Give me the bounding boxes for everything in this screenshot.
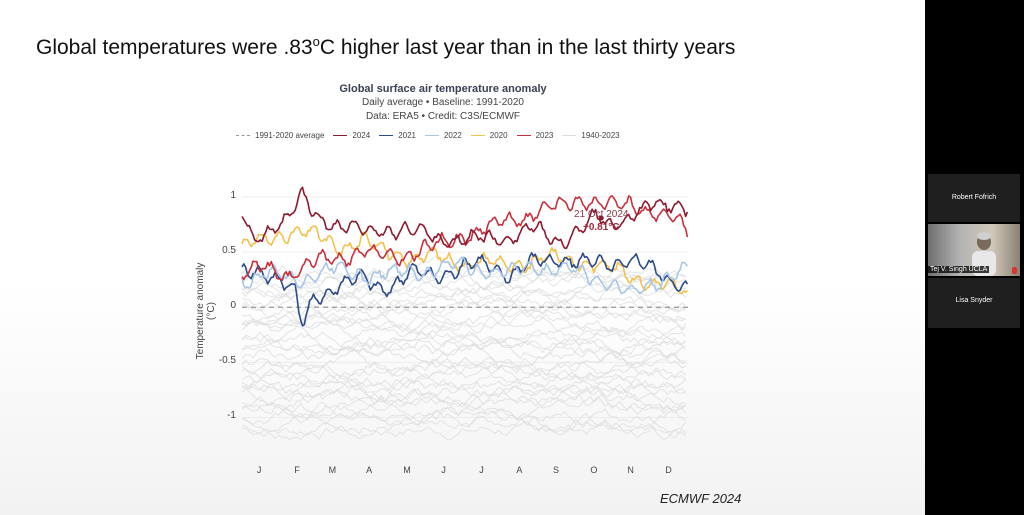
chart-plot-area [241,186,689,441]
historical-line [241,335,686,359]
historical-line [241,371,686,395]
x-tick-label: N [627,465,634,475]
legend-item-2024: 2024 [333,131,370,140]
x-tick-label: J [479,465,484,475]
y-tick-label: -1 [227,410,236,422]
historical-line [241,312,687,338]
legend-swatch-baseline [236,135,250,136]
historical-line [241,331,686,355]
participant-panel: Robert Fofrich Tej V. Singh UCLA Lisa Sn… [925,0,1024,515]
participant-name: Robert Fofrich [951,194,997,201]
chart-subtitle-baseline: Daily average • Baseline: 1991-2020 [362,97,524,108]
x-tick-label: D [665,465,672,475]
historical-line [241,406,686,441]
legend-item-baseline: 1991-2020 average [236,131,324,140]
historical-line [241,295,686,320]
historical-line [241,298,686,334]
legend-item-2021: 2021 [379,131,416,140]
x-tick-label: A [366,465,373,475]
legend-item-2022: 2022 [424,131,462,140]
historical-line [241,272,686,305]
historical-line [241,349,686,383]
series-line-2022 [241,256,689,295]
historical-line [241,390,686,420]
chart-title: Global surface air temperature anomaly [339,83,547,95]
series-line-2023 [241,195,689,282]
historical-line [241,393,687,430]
series-line-2024 [241,186,689,250]
chart-subtitle-credit: Data: ERA5 • Credit: C3S/ECMWF [365,111,521,122]
y-tick-label: -0.5 [218,355,236,367]
legend-item-2020: 2020 [470,131,508,140]
x-tick-label: F [294,465,300,475]
participant-tile-tej[interactable]: Tej V. Singh UCLA [928,224,1020,276]
x-tick-label: M [403,465,411,475]
x-tick-label: A [516,465,523,475]
historical-line [241,374,686,407]
historical-line [241,343,686,371]
y-tick-label: 1 [230,190,236,202]
participant-tile-robert[interactable]: Robert Fofrich [928,174,1020,222]
annotation-marker [598,215,604,221]
x-tick-label: O [590,465,598,475]
historical-line [241,408,687,435]
legend-item-2023: 2023 [516,131,553,140]
y-tick-label: 0.5 [222,245,236,257]
participant-person-image [972,232,996,276]
historical-line [241,320,686,347]
historical-line [241,376,686,403]
y-tick-label: 0 [230,300,236,312]
slide-title: Global temperatures were .83oC higher la… [36,34,736,59]
annotation-value: +0.81°C [583,222,620,233]
x-tick-label: J [256,465,262,475]
participant-tile-lisa[interactable]: Lisa Snyder [928,278,1020,328]
x-tick-label: J [441,465,446,475]
legend-swatch-2022 [424,135,439,136]
x-tick-label: S [553,465,560,475]
legend-swatch-2020 [470,135,485,136]
slide-credit: ECMWF 2024 [660,491,742,506]
legend-swatch-2024 [333,135,348,136]
historical-line [241,283,686,312]
legend-swatch-historical [562,135,577,136]
legend-swatch-2023 [516,135,531,136]
chart-legend: 1991-2020 average 2024 2021 2022 2020 20… [236,131,620,140]
participant-name: Lisa Snyder [955,297,993,304]
historical-line [241,405,686,433]
x-tick-label: M [328,465,337,475]
y-axis-label: Temperature anomaly (°C) [195,262,217,360]
legend-swatch-2021 [379,135,394,136]
historical-line [241,301,686,326]
slide: Global temperatures were .83oC higher la… [0,0,925,515]
legend-item-historical: 1940-2023 [562,131,620,140]
annotation-date: 21 Oct 2024 [574,209,629,220]
historical-line [241,356,686,381]
participant-name: Tej V. Singh UCLA [928,266,990,273]
historical-line [241,363,686,391]
microphone-icon [1012,267,1017,274]
historical-line [241,276,686,304]
historical-line [241,325,686,356]
